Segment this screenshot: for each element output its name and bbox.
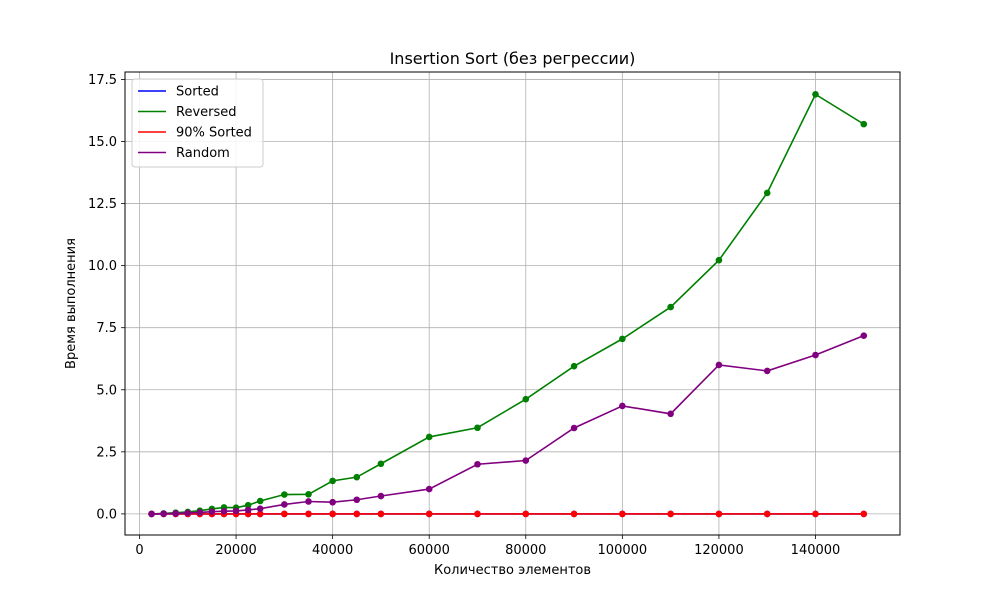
data-point: [667, 510, 674, 518]
plot-frame: [124, 71, 901, 536]
data-point: [208, 508, 216, 515]
data-point: [232, 507, 240, 515]
data-point: [353, 510, 361, 518]
y-tick-label: 10.0: [88, 259, 117, 274]
data-point: [667, 303, 674, 311]
data-point: [353, 496, 361, 504]
y-tick-label: 17.5: [88, 73, 117, 88]
data-point: [256, 497, 264, 505]
y-tick-label: 0.0: [96, 507, 117, 522]
data-point: [305, 498, 312, 505]
legend-box: [131, 78, 264, 168]
legend-item: Sorted: [138, 85, 219, 100]
data-point: [425, 433, 433, 441]
series-group: [148, 91, 868, 518]
chart-title: Insertion Sort (без регрессии): [390, 49, 636, 68]
data-point: [377, 510, 385, 518]
legend-label: Random: [176, 146, 230, 161]
data-point: [329, 510, 336, 518]
data-point: [522, 457, 530, 464]
data-point: [196, 509, 204, 516]
data-point: [812, 510, 819, 518]
data-point: [570, 510, 578, 518]
data-point: [619, 402, 626, 410]
data-point: [715, 510, 723, 518]
data-point: [570, 362, 578, 370]
data-point: [329, 498, 336, 506]
data-point: [377, 460, 385, 468]
y-tick-label: 2.5: [96, 445, 117, 460]
legend-label: 90% Sorted: [176, 126, 252, 141]
data-point: [522, 510, 530, 518]
data-point: [667, 410, 674, 418]
data-point: [256, 510, 264, 518]
data-point: [812, 351, 819, 359]
data-point: [160, 510, 167, 517]
legend-label: Sorted: [176, 85, 219, 100]
data-point: [148, 510, 155, 518]
y-tick-label: 7.5: [96, 321, 117, 336]
data-point: [763, 189, 771, 197]
x-tick-label: 120000: [694, 543, 744, 558]
data-point: [812, 91, 819, 98]
legend-label: Reversed: [176, 105, 237, 120]
data-point: [281, 510, 288, 518]
x-tick-label: 60000: [409, 543, 450, 558]
data-point: [244, 501, 252, 509]
legend-item: Random: [138, 146, 230, 161]
y-tick-label: 5.0: [96, 383, 117, 398]
data-point: [353, 473, 361, 481]
data-point: [329, 477, 336, 485]
x-tick-label: 80000: [505, 543, 546, 558]
x-axis-label: Количество элементов: [434, 563, 591, 578]
data-point: [474, 424, 481, 432]
data-point: [244, 506, 252, 514]
data-point: [860, 332, 868, 339]
data-point: [184, 509, 192, 517]
data-point: [763, 367, 771, 375]
y-axis-label: Время выполнения: [64, 238, 79, 369]
data-point: [425, 510, 433, 518]
x-tick-label: 100000: [598, 543, 648, 558]
x-tick-label: 40000: [312, 543, 353, 558]
data-point: [522, 395, 530, 403]
data-point: [619, 335, 626, 343]
data-point: [305, 510, 312, 518]
legend: Sorted Reversed 90% Sorted Random: [131, 78, 264, 168]
data-point: [281, 501, 288, 508]
series-random: [148, 332, 868, 518]
data-point: [281, 491, 288, 498]
data-point: [860, 510, 868, 518]
data-point: [220, 507, 228, 515]
x-tick-label: 0: [135, 543, 143, 558]
legend-item: 90% Sorted: [138, 126, 252, 141]
data-point: [425, 485, 433, 493]
data-point: [619, 510, 626, 518]
data-point: [474, 460, 481, 468]
data-point: [377, 492, 385, 500]
x-tick-label: 140000: [791, 543, 841, 558]
data-point: [570, 424, 578, 432]
data-point: [305, 490, 312, 498]
data-point: [715, 256, 723, 264]
data-point: [474, 510, 481, 518]
data-point: [256, 505, 264, 512]
data-point: [763, 510, 771, 518]
data-point: [172, 510, 180, 517]
ticks: 0 20000 40000 60000 80000 100000 120000 140000 0…: [88, 73, 840, 558]
legend-item: Reversed: [138, 105, 237, 120]
y-tick-label: 12.5: [88, 197, 117, 212]
data-point: [715, 361, 723, 369]
x-tick-label: 20000: [215, 543, 256, 558]
y-tick-label: 15.0: [88, 135, 117, 150]
data-point: [860, 120, 868, 128]
